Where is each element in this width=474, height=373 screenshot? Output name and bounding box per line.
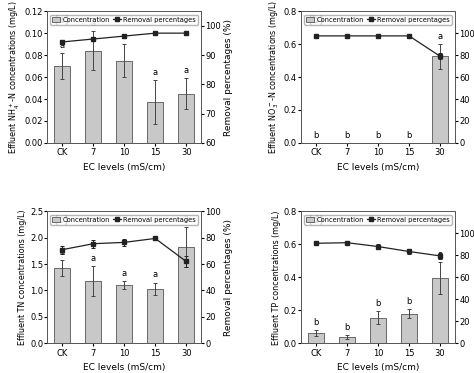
Bar xyxy=(85,51,101,143)
Bar xyxy=(339,337,355,343)
Y-axis label: Effluent NH$_4^+$-N concentrations (mg/L): Effluent NH$_4^+$-N concentrations (mg/L… xyxy=(8,0,22,154)
Bar xyxy=(432,56,448,143)
Bar xyxy=(116,60,132,143)
Text: (d): (d) xyxy=(307,215,324,225)
Text: b: b xyxy=(375,131,381,140)
Bar xyxy=(178,94,194,143)
Text: a: a xyxy=(91,254,96,263)
Bar xyxy=(55,66,71,143)
Bar xyxy=(308,333,324,343)
Text: a: a xyxy=(122,269,127,278)
X-axis label: EC levels (mS/cm): EC levels (mS/cm) xyxy=(337,363,419,372)
Bar xyxy=(85,281,101,343)
Text: a: a xyxy=(183,66,189,75)
Bar xyxy=(147,289,164,343)
Text: a: a xyxy=(438,250,443,259)
Legend: Concentration, Removal percentages: Concentration, Removal percentages xyxy=(304,15,452,25)
Bar xyxy=(55,268,71,343)
Legend: Concentration, Removal percentages: Concentration, Removal percentages xyxy=(304,215,452,225)
Text: b: b xyxy=(314,318,319,327)
Bar xyxy=(147,102,164,143)
Bar xyxy=(401,314,417,343)
Y-axis label: Effluent TP concentrations (mg/L): Effluent TP concentrations (mg/L) xyxy=(272,210,281,345)
Text: a: a xyxy=(153,270,158,279)
Text: a: a xyxy=(60,248,65,257)
Text: (a): (a) xyxy=(54,15,70,25)
Y-axis label: Removal percentages (%): Removal percentages (%) xyxy=(224,19,233,135)
Text: (c): (c) xyxy=(54,215,69,225)
Legend: Concentration, Removal percentages: Concentration, Removal percentages xyxy=(50,15,198,25)
Y-axis label: Effluent NO$_3^-$-N concentrations (mg/L): Effluent NO$_3^-$-N concentrations (mg/L… xyxy=(267,0,281,154)
Text: a: a xyxy=(183,214,189,223)
X-axis label: EC levels (mS/cm): EC levels (mS/cm) xyxy=(337,163,419,172)
Text: b: b xyxy=(375,299,381,308)
Bar xyxy=(432,278,448,343)
Text: a: a xyxy=(122,32,127,41)
X-axis label: EC levels (mS/cm): EC levels (mS/cm) xyxy=(83,163,165,172)
X-axis label: EC levels (mS/cm): EC levels (mS/cm) xyxy=(83,363,165,372)
Legend: Concentration, Removal percentages: Concentration, Removal percentages xyxy=(50,215,198,225)
Bar xyxy=(116,285,132,343)
Bar xyxy=(178,247,194,343)
Text: (b): (b) xyxy=(307,15,324,25)
Text: b: b xyxy=(345,323,350,332)
Y-axis label: Removal percentages (%): Removal percentages (%) xyxy=(224,219,233,336)
Text: a: a xyxy=(438,32,443,41)
Text: a: a xyxy=(153,68,158,77)
Text: a: a xyxy=(60,41,65,50)
Text: b: b xyxy=(406,131,412,140)
Bar xyxy=(370,318,386,343)
Text: b: b xyxy=(314,131,319,140)
Y-axis label: Effluent TN concentrations (mg/L): Effluent TN concentrations (mg/L) xyxy=(18,210,27,345)
Text: a: a xyxy=(91,19,96,28)
Text: b: b xyxy=(406,297,412,306)
Text: b: b xyxy=(345,131,350,140)
